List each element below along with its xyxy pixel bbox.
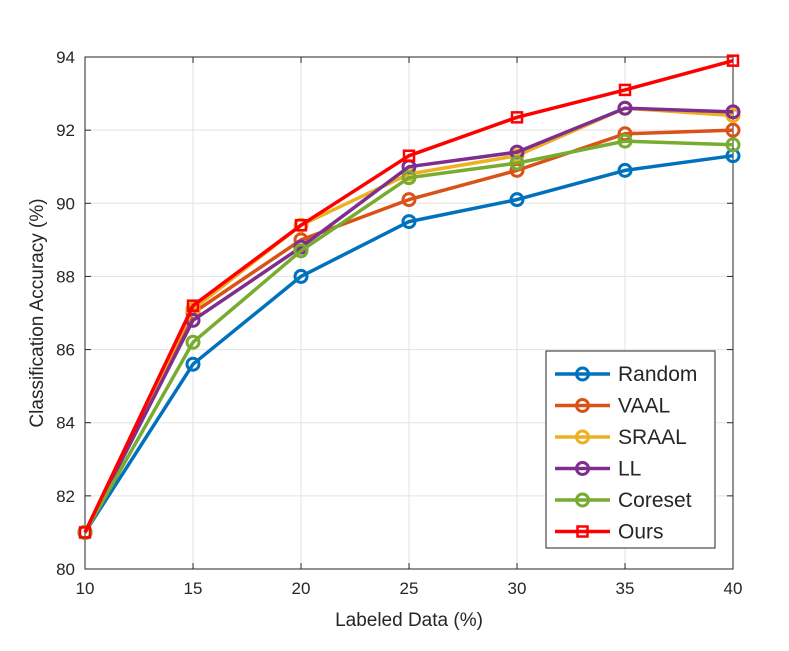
y-tick-label: 86 xyxy=(56,341,75,360)
y-tick-label: 90 xyxy=(56,194,75,213)
data-point-ours xyxy=(510,111,524,124)
data-point-ll xyxy=(725,104,741,120)
data-point-random xyxy=(293,268,309,284)
legend-box xyxy=(545,350,716,549)
data-point-vaal xyxy=(401,192,417,208)
data-point-ours xyxy=(186,299,200,312)
y-tick-label: 82 xyxy=(56,487,75,506)
x-axis-title: Labeled Data (%) xyxy=(335,610,483,631)
x-tick-label: 10 xyxy=(76,579,95,598)
legend-swatch-marker xyxy=(575,492,590,508)
axis-ticks: 10 15 20 25 30 35 40 80 82 84 86 88 90 92 94 xyxy=(56,48,742,598)
legend-label: SRAAL xyxy=(618,426,687,449)
series-ours xyxy=(78,54,740,539)
data-point-ours xyxy=(726,54,740,67)
series-line-coreset xyxy=(83,139,734,534)
data-point-ours xyxy=(402,149,416,162)
data-point-coreset xyxy=(617,133,633,149)
legend-label: Coreset xyxy=(618,489,692,512)
legend-item-vaal: VAAL xyxy=(555,395,670,418)
y-tick-label: 80 xyxy=(56,560,75,579)
data-point-ours xyxy=(78,526,92,539)
series-layer xyxy=(77,54,741,540)
legend-label: LL xyxy=(618,458,641,481)
legend-label: VAAL xyxy=(618,395,670,418)
legend-swatch-marker xyxy=(575,398,590,413)
data-point-random xyxy=(509,192,525,208)
data-point-coreset xyxy=(185,334,201,350)
legend-label: Random xyxy=(618,363,697,386)
legend: Random VAAL SRAAL LL Coreset Ours xyxy=(545,350,716,549)
series-line-ll xyxy=(83,106,734,534)
data-point-coreset xyxy=(725,137,741,153)
legend-item-ours: Ours xyxy=(555,521,664,544)
series-line-ours xyxy=(83,59,734,534)
series-line-random xyxy=(83,153,734,534)
legend-label: Ours xyxy=(618,521,664,544)
data-point-ours xyxy=(294,218,308,232)
x-tick-label: 40 xyxy=(724,579,743,598)
data-point-coreset xyxy=(401,170,417,186)
legend-item-coreset: Coreset xyxy=(555,489,692,512)
y-tick-label: 94 xyxy=(56,48,75,67)
x-tick-label: 15 xyxy=(184,579,203,598)
legend-item-ll: LL xyxy=(555,458,641,481)
y-tick-label: 88 xyxy=(56,267,75,286)
series-coreset xyxy=(77,133,741,540)
legend-item-sraal: SRAAL xyxy=(555,426,687,449)
legend-swatch-marker xyxy=(576,525,589,538)
x-tick-label: 30 xyxy=(508,579,527,598)
legend-item-random: Random xyxy=(555,363,697,386)
x-tick-label: 20 xyxy=(292,579,311,598)
data-point-coreset xyxy=(509,155,525,171)
x-tick-label: 25 xyxy=(400,579,419,598)
legend-swatch-marker xyxy=(575,429,590,445)
data-point-ours xyxy=(618,83,632,97)
legend-swatch-marker xyxy=(575,461,590,476)
y-axis-title: Classification Accuracy (%) xyxy=(27,198,48,427)
data-point-random xyxy=(401,214,417,230)
data-point-vaal xyxy=(725,122,741,138)
y-tick-label: 84 xyxy=(56,414,75,433)
data-point-random xyxy=(617,162,633,178)
data-point-coreset xyxy=(293,243,309,259)
x-tick-label: 35 xyxy=(616,579,635,598)
y-tick-label: 92 xyxy=(56,121,75,140)
legend-swatch-marker xyxy=(575,366,590,382)
data-point-random xyxy=(185,356,201,372)
data-point-ll xyxy=(617,100,633,116)
